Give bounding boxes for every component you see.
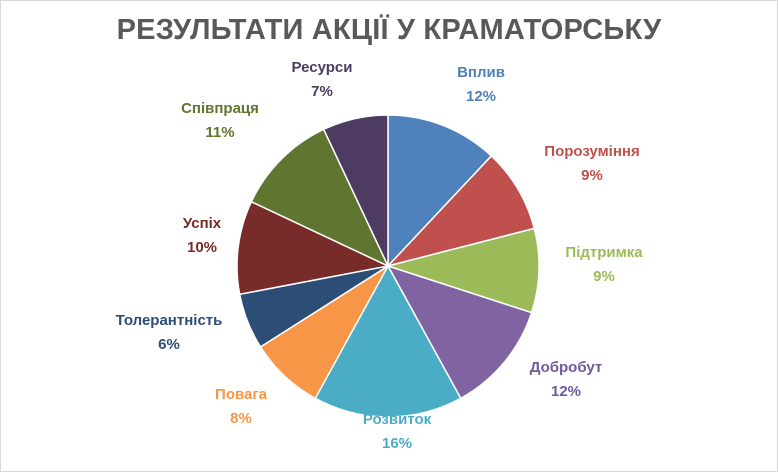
- pie-slice-5: [314, 264, 462, 418]
- pie-slice-3: [385, 227, 540, 314]
- pie-slice-10: [322, 114, 389, 267]
- slice-value-label: 12%: [466, 88, 496, 105]
- slice-value-label: 9%: [581, 167, 603, 184]
- slice-category-label: Розвиток: [363, 411, 432, 428]
- slice-category-label: Добробут: [530, 359, 603, 376]
- slice-value-label: 6%: [158, 336, 180, 353]
- slice-category-label: Співпраця: [181, 100, 259, 117]
- slice-value-label: 11%: [205, 124, 234, 141]
- slice-value-label: 9%: [593, 268, 615, 285]
- slice-value-label: 8%: [230, 410, 252, 427]
- slice-category-label: Підтримка: [565, 244, 643, 261]
- slice-category-label: Вплив: [457, 64, 505, 81]
- slice-category-label: Толерантність: [116, 312, 223, 329]
- pie-slice-1: [387, 114, 493, 268]
- pie-slice-8: [236, 200, 391, 296]
- pie-slice-2: [385, 154, 536, 268]
- slice-category-label: Повага: [215, 386, 268, 403]
- slice-category-label: Порозуміння: [544, 143, 639, 160]
- slice-value-label: 7%: [311, 83, 333, 100]
- slice-value-label: 10%: [187, 239, 217, 256]
- pie-slice-4: [386, 264, 533, 400]
- slice-value-label: 12%: [551, 383, 581, 400]
- slice-category-label: Ресурси: [292, 59, 353, 76]
- slice-category-label: Успіх: [183, 215, 222, 232]
- slice-value-label: 16%: [382, 435, 412, 452]
- pie-slice-9: [250, 128, 390, 268]
- chart-title: РЕЗУЛЬТАТИ АКЦІЇ У КРАМАТОРСЬКУ: [116, 14, 662, 46]
